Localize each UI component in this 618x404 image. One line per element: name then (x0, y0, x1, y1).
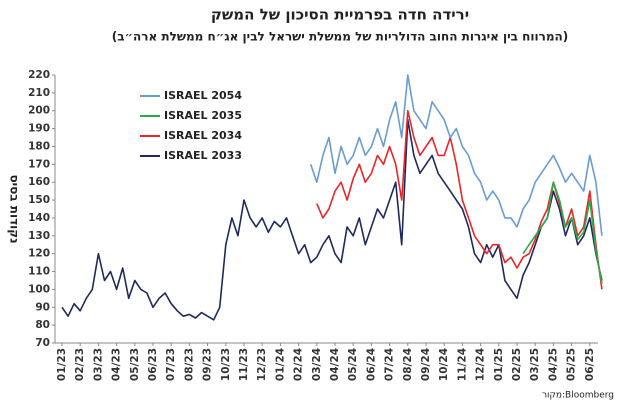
x-tick-label: 02/23 (74, 348, 86, 381)
x-tick-label: 01/23 (56, 348, 68, 381)
x-tick-label: 04/24 (329, 348, 341, 381)
x-tick-label: 05/24 (347, 348, 359, 381)
x-tick-label: 04/23 (111, 348, 123, 381)
x-tick-label: 08/23 (183, 348, 195, 381)
x-tick-label: 10/23 (220, 348, 232, 381)
x-tick-label: 05/25 (566, 348, 578, 381)
y-tick-label: 220 (28, 69, 50, 81)
legend-label: ISRAEL 2033 (164, 149, 242, 162)
y-tick-label: 140 (28, 212, 50, 224)
legend-label: ISRAEL 2035 (164, 109, 242, 122)
series-line (61, 118, 603, 321)
x-tick-label: 11/23 (238, 348, 250, 381)
y-tick-label: 100 (28, 283, 50, 295)
legend-label: ISRAEL 2054 (164, 89, 242, 102)
y-tick-label: 190 (28, 123, 50, 135)
series-line (309, 74, 603, 236)
x-tick-label: 04/25 (547, 348, 559, 381)
x-tick-label: 01/25 (493, 348, 505, 381)
x-tick-label: 12/23 (256, 348, 268, 381)
x-tick-label: 09/24 (420, 348, 432, 381)
x-tick-label: 06/24 (365, 348, 377, 381)
x-tick-label: 07/24 (384, 348, 396, 381)
y-tick-label: 120 (28, 248, 50, 260)
x-tick-label: 02/24 (293, 348, 305, 381)
series-line (522, 181, 603, 285)
y-tick-label: 80 (35, 319, 50, 331)
y-tick-label: 130 (28, 230, 50, 242)
y-axis-label: נקודות בסיס (8, 174, 22, 243)
x-tick-label: 05/23 (129, 348, 141, 381)
legend-label: ISRAEL 2034 (164, 129, 242, 142)
y-tick-label: 160 (28, 176, 50, 188)
y-tick-label: 200 (28, 105, 50, 117)
y-tick-label: 150 (28, 194, 50, 206)
x-tick-label: 03/23 (92, 348, 104, 381)
x-tick-label: 10/24 (438, 348, 450, 381)
chart-subtitle: (המרווח בין איגרות החוב הדולריות של ממשל… (112, 30, 569, 44)
x-tick-label: 11/24 (456, 348, 468, 381)
y-tick-label: 180 (28, 140, 50, 152)
x-tick-label: 01/24 (274, 348, 286, 381)
source: מקור:Bloomberg (542, 391, 614, 401)
x-tick-label: 09/23 (202, 348, 214, 381)
y-tick-label: 70 (35, 337, 50, 349)
x-tick-label: 06/25 (584, 348, 596, 381)
chart-title: ירידה חדה בפרמיית הסיכון של המשק (211, 6, 469, 24)
x-tick-label: 03/25 (529, 348, 541, 381)
x-tick-label: 06/23 (147, 348, 159, 381)
x-tick-label: 03/24 (311, 348, 323, 381)
x-tick-label: 07/23 (165, 348, 177, 381)
y-tick-label: 110 (28, 266, 50, 278)
x-tick-label: 02/25 (511, 348, 523, 381)
y-tick-label: 170 (28, 158, 50, 170)
y-tick-label: 210 (28, 87, 50, 99)
y-tick-label: 90 (35, 301, 50, 313)
x-tick-label: 08/24 (402, 348, 414, 381)
x-tick-label: 12/24 (475, 348, 487, 381)
